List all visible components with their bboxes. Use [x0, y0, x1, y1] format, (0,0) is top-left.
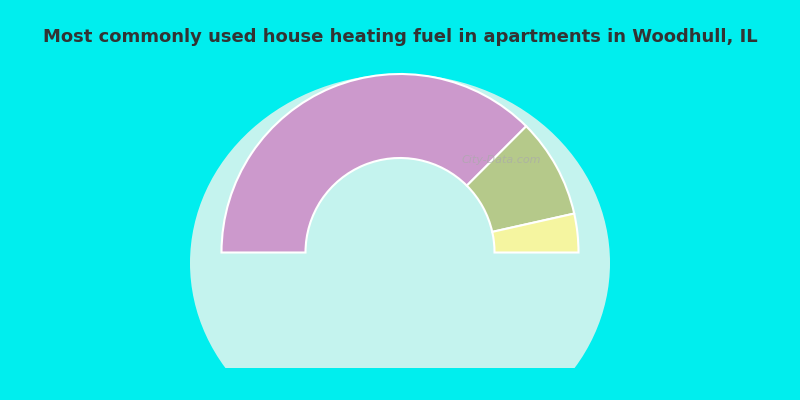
Wedge shape — [492, 214, 578, 252]
Wedge shape — [467, 126, 574, 232]
Wedge shape — [222, 74, 526, 252]
Legend: Utility gas, Electricity, Other: Utility gas, Electricity, Other — [237, 396, 563, 400]
Ellipse shape — [190, 74, 610, 400]
Text: Most commonly used house heating fuel in apartments in Woodhull, IL: Most commonly used house heating fuel in… — [42, 28, 758, 46]
Text: City-Data.com: City-Data.com — [462, 155, 542, 165]
